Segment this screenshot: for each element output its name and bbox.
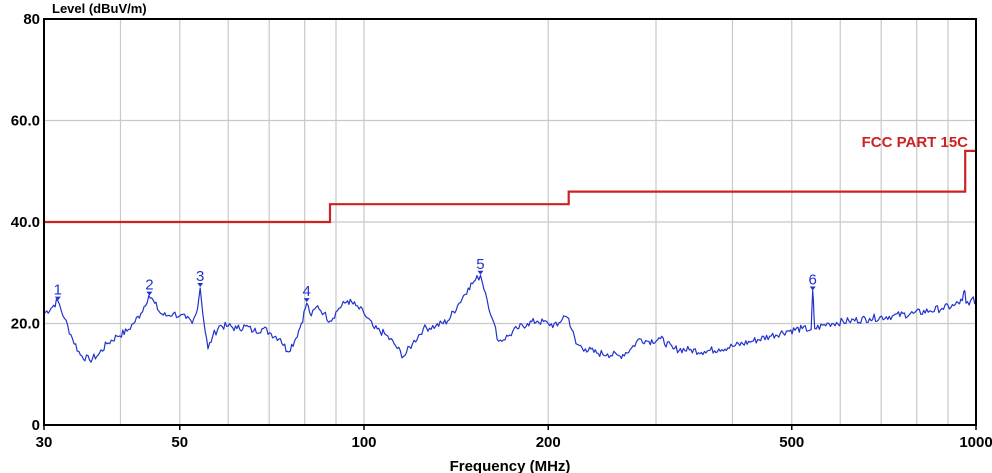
peak-marker [54, 296, 61, 301]
measurement-line [43, 274, 977, 363]
y-axis-label: Level (dBuV/m) [52, 1, 147, 16]
y-tick-label: 80 [23, 11, 40, 28]
peak-markers: 1 2 3 4 5 6 [54, 256, 817, 303]
y-tick-label: 40.0 [11, 214, 40, 231]
peak-marker-label: 1 [54, 282, 62, 299]
series-group [43, 274, 977, 363]
plot-frame [43, 18, 977, 426]
peak-marker [146, 291, 153, 296]
peak-marker-label: 2 [145, 277, 153, 294]
x-axis-label: Frequency (MHz) [450, 458, 571, 473]
peak-marker [809, 286, 816, 291]
x-tick-label: 30 [36, 434, 53, 451]
x-tick-label: 50 [171, 434, 188, 451]
y-tick-label: 0 [32, 417, 40, 434]
x-tick-label: 1000 [959, 434, 992, 451]
y-tick-labels: 0 20.0 40.0 60.0 80 [11, 11, 40, 434]
limit-line [44, 149, 976, 224]
limit-line-label: FCC PART 15C [862, 134, 969, 151]
peak-marker [477, 270, 484, 275]
x-tick-label: 100 [351, 434, 376, 451]
peak-marker [303, 298, 310, 303]
peak-marker-label: 5 [476, 256, 484, 273]
peak-marker-label: 3 [196, 268, 204, 285]
y-tick-label: 20.0 [11, 316, 40, 333]
peak-marker [197, 282, 204, 287]
limit-line-group [44, 149, 976, 224]
x-tick-label: 500 [779, 434, 804, 451]
peak-marker-label: 6 [809, 272, 817, 289]
peak-marker-label: 4 [303, 283, 311, 300]
x-tick-label: 200 [536, 434, 561, 451]
x-tick-labels: 30 50 100 200 500 1000 [36, 425, 992, 451]
y-tick-label: 60.0 [11, 113, 40, 130]
grid-lines [44, 19, 976, 425]
